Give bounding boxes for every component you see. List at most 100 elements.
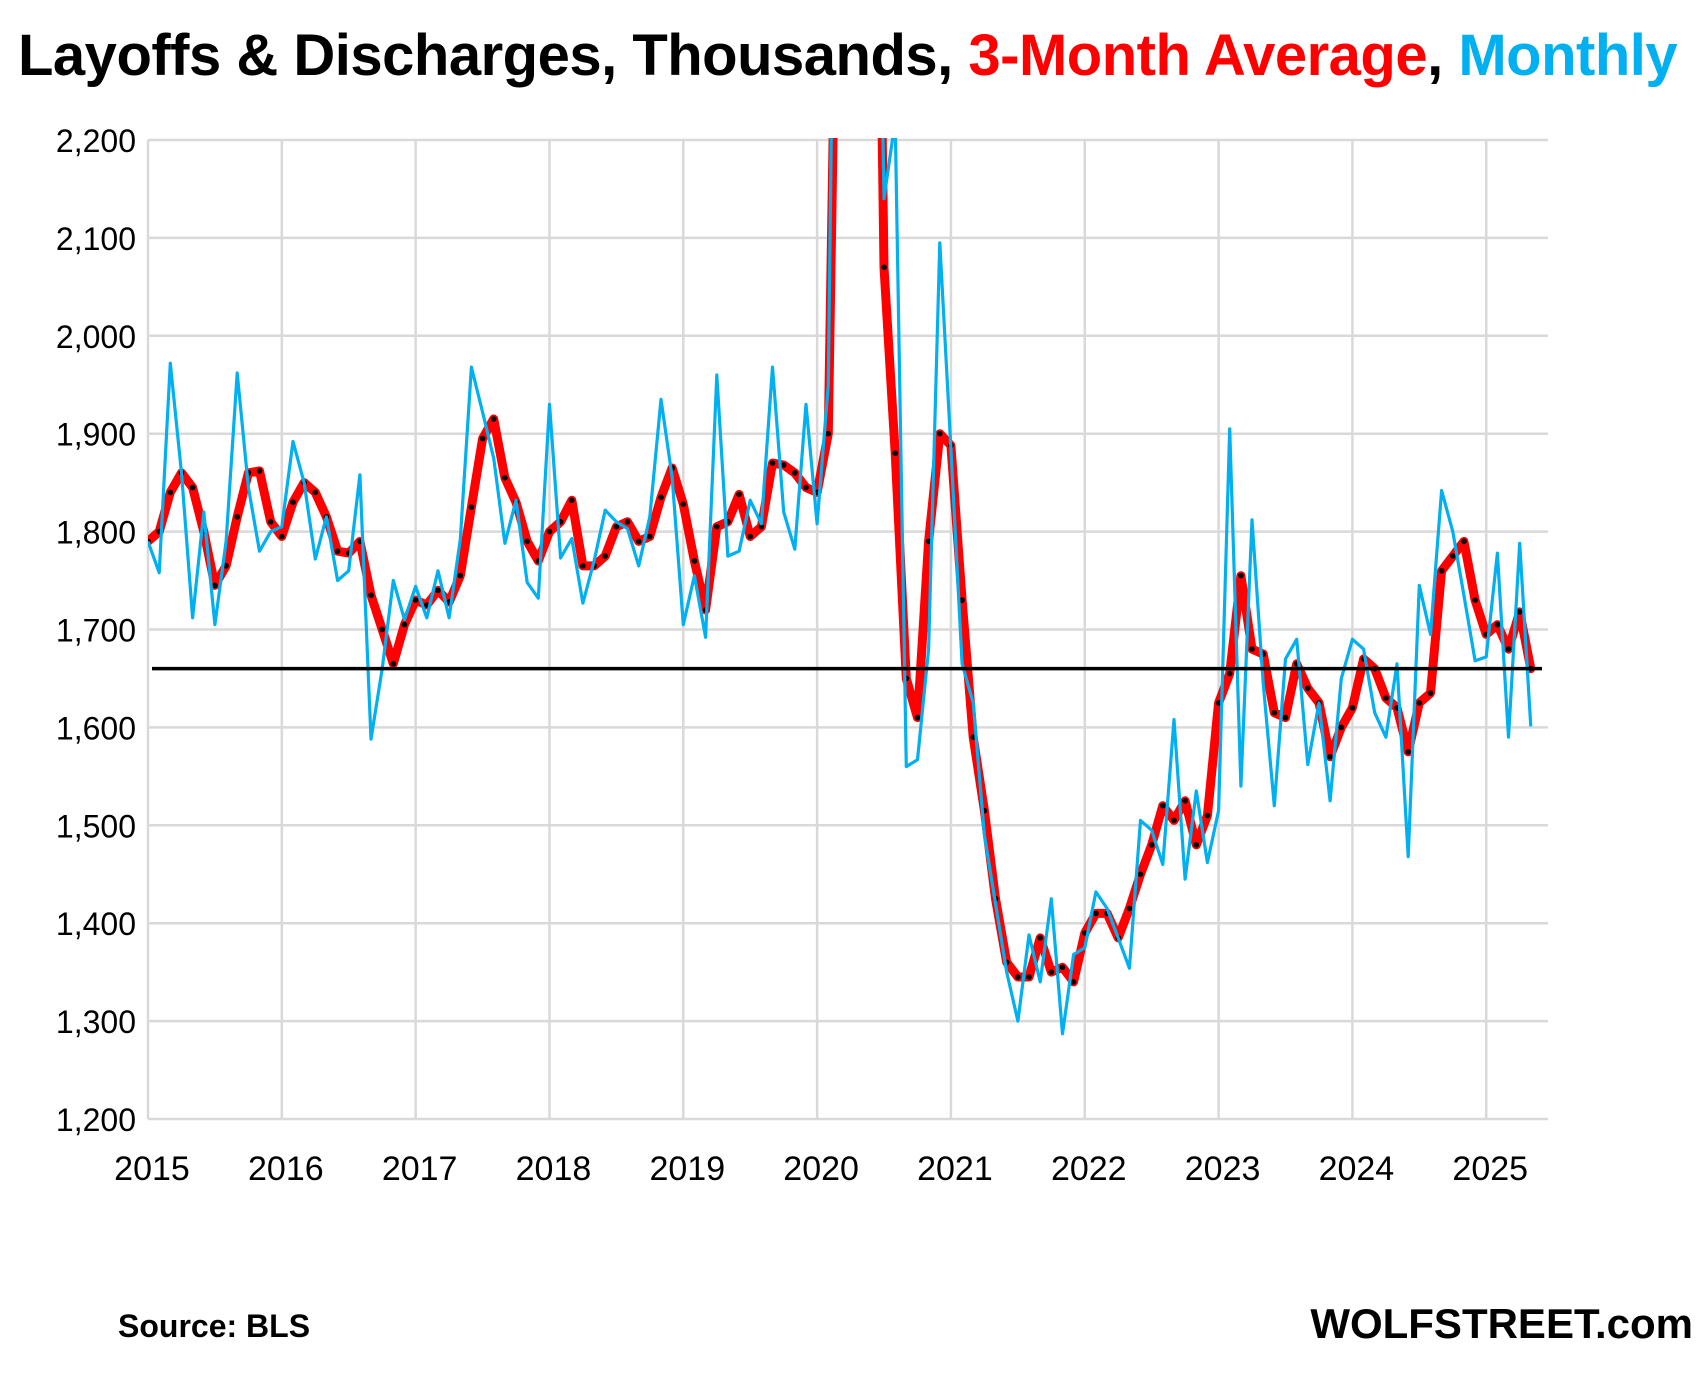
avg-data-point xyxy=(1215,700,1222,706)
avg-data-point xyxy=(1148,842,1155,848)
avg-data-point xyxy=(167,489,174,496)
x-tick-label: 2018 xyxy=(516,1150,592,1188)
avg-data-point xyxy=(602,553,609,559)
title-separator: , xyxy=(1427,23,1459,88)
avg-data-point xyxy=(936,430,943,437)
x-tick-label: 2021 xyxy=(917,1150,993,1188)
x-axis-tick-labels: 2015 2016 2017 2018 2019 2020 2021 2022 2023 2024… xyxy=(114,1150,1528,1188)
avg-data-point xyxy=(1204,812,1211,819)
y-tick-label: 1,900 xyxy=(56,417,136,453)
avg-data-point xyxy=(502,474,508,481)
avg-data-point xyxy=(658,494,664,501)
vertical-gridlines xyxy=(146,140,1488,1119)
avg-data-point xyxy=(1226,670,1233,677)
avg-data-point xyxy=(267,519,274,525)
avg-data-point xyxy=(457,572,464,579)
avg-data-point xyxy=(1015,974,1021,980)
avg-data-point xyxy=(1182,798,1188,804)
title-part-1: Layoffs & Discharges, Thousands, xyxy=(18,23,969,88)
avg-data-point xyxy=(1516,609,1523,615)
avg-data-point xyxy=(1472,597,1478,603)
avg-data-point xyxy=(780,462,787,468)
avg-data-point xyxy=(769,460,776,466)
avg-data-point xyxy=(1383,695,1389,701)
avg-data-point xyxy=(189,484,196,491)
y-tick-label: 1,500 xyxy=(56,808,136,844)
avg-data-point xyxy=(1171,817,1177,824)
avg-data-point xyxy=(234,514,241,520)
avg-data-point xyxy=(1505,646,1512,652)
avg-data-point xyxy=(1126,905,1133,912)
avg-data-point xyxy=(580,563,586,569)
avg-data-point xyxy=(1137,871,1144,878)
avg-data-point xyxy=(435,587,441,594)
avg-data-point xyxy=(647,533,653,540)
avg-data-point xyxy=(747,533,754,540)
avg-data-point xyxy=(1349,705,1356,711)
x-tick-label: 2019 xyxy=(649,1150,725,1188)
avg-data-point xyxy=(1438,567,1445,574)
title-part-avg: 3-Month Average xyxy=(968,23,1428,88)
brand-watermark: WOLFSTREET.com xyxy=(1310,1300,1693,1347)
avg-data-point xyxy=(1305,685,1311,692)
source-note: Source: BLS xyxy=(118,1308,311,1344)
avg-data-point xyxy=(468,504,475,510)
avg-data-point xyxy=(1093,910,1099,917)
y-tick-label: 1,600 xyxy=(56,710,136,746)
series-monthly-line xyxy=(148,138,1533,1036)
avg-data-point xyxy=(379,626,385,633)
avg-data-point xyxy=(680,501,687,507)
y-tick-label: 1,300 xyxy=(56,1004,136,1040)
avg-data-point xyxy=(1338,724,1345,731)
avg-data-point xyxy=(568,497,575,504)
avg-data-point xyxy=(1494,621,1501,628)
y-tick-label: 2,100 xyxy=(56,221,136,257)
horizontal-gridlines xyxy=(148,138,1548,1121)
avg-data-point xyxy=(334,548,341,554)
y-tick-label: 1,700 xyxy=(56,613,136,649)
avg-data-point xyxy=(736,491,742,498)
avg-data-point xyxy=(412,597,419,603)
y-tick-label: 1,200 xyxy=(56,1102,136,1138)
avg-data-point xyxy=(1405,749,1411,755)
avg-data-point xyxy=(312,489,319,496)
avg-data-point xyxy=(613,523,620,530)
avg-data-point xyxy=(635,538,642,545)
avg-data-point xyxy=(256,468,263,474)
y-tick-label: 2,000 xyxy=(56,319,136,355)
avg-data-point xyxy=(1160,802,1166,809)
avg-data-point xyxy=(892,450,898,457)
avg-data-point xyxy=(1026,974,1032,980)
y-tick-label: 1,400 xyxy=(56,906,136,942)
avg-data-point xyxy=(825,430,832,437)
avg-data-point xyxy=(279,533,285,540)
avg-data-point xyxy=(881,264,887,271)
avg-data-point xyxy=(1048,969,1055,975)
avg-data-point xyxy=(758,523,765,530)
avg-data-point xyxy=(1427,690,1434,696)
avg-data-point xyxy=(959,597,965,603)
avg-data-point xyxy=(1461,538,1467,545)
avg-data-point xyxy=(1037,935,1043,941)
avg-data-point xyxy=(390,660,397,667)
x-tick-label: 2017 xyxy=(382,1150,458,1188)
y-axis-tick-labels: 1,200 1,300 1,400 1,500 1,600 1,700 1,800 1,900… xyxy=(56,123,136,1138)
avg-data-point xyxy=(1449,553,1456,559)
avg-data-point xyxy=(1070,979,1077,985)
x-tick-label: 2024 xyxy=(1319,1150,1395,1188)
title-part-monthly: Monthly xyxy=(1458,23,1678,88)
x-tick-label: 2016 xyxy=(248,1150,324,1188)
avg-data-point xyxy=(479,435,486,442)
avg-data-point xyxy=(546,528,553,535)
avg-data-point xyxy=(1416,700,1423,706)
chart-title: Layoffs & Discharges, Thousands, 3-Month… xyxy=(18,22,1678,89)
avg-data-point xyxy=(691,558,698,564)
avg-data-point xyxy=(401,621,408,628)
series-3-month-average-points xyxy=(148,264,1534,985)
avg-data-point xyxy=(1193,842,1200,848)
avg-data-point xyxy=(223,563,229,569)
avg-data-point xyxy=(368,592,374,599)
avg-data-point xyxy=(290,499,296,506)
avg-data-point xyxy=(1238,572,1244,579)
